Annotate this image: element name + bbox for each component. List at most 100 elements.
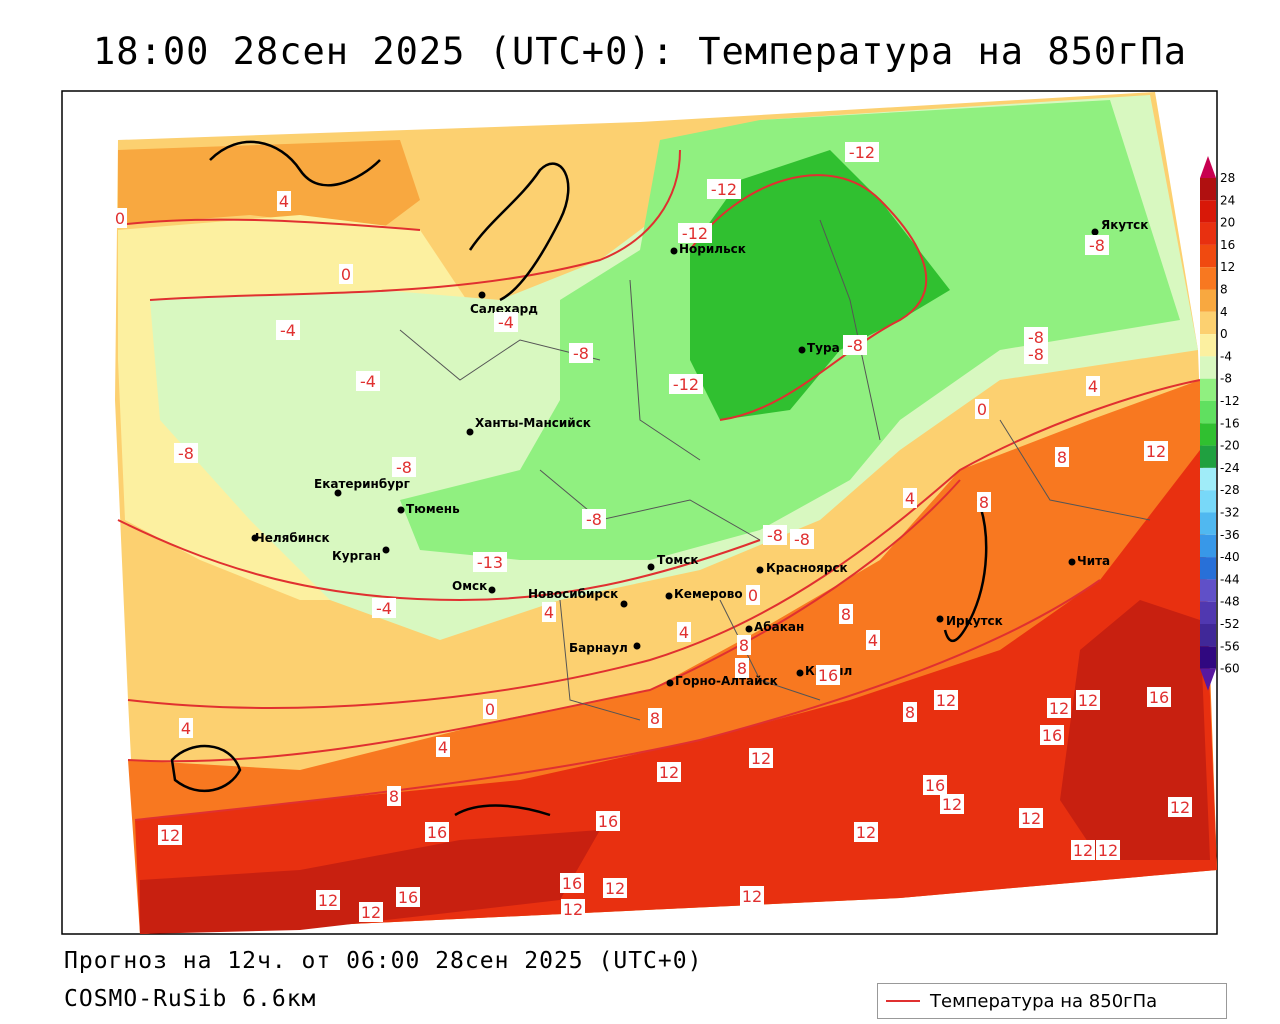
- isotherm-label-bg: [569, 343, 593, 363]
- isotherm-label-bg: [1019, 808, 1043, 828]
- isotherm-value: 4: [181, 719, 191, 738]
- legend-line-swatch: [886, 1000, 920, 1002]
- isotherm-label-bg: [158, 825, 182, 845]
- isotherm-label-bg: [740, 886, 764, 906]
- isotherm-label-bg: [1085, 235, 1109, 255]
- isotherm-value: -8: [847, 336, 863, 355]
- isotherm-value-label: 0: [483, 699, 497, 719]
- isotherm-label-bg: [1024, 344, 1048, 364]
- isotherm-value: 16: [427, 823, 447, 842]
- isotherm-label-bg: [977, 492, 991, 512]
- hottest-zone: [140, 830, 600, 934]
- isotherm-labels: 400-4 -4-4-12-12-12-8-8-8-8-12-8-8-8-8-8-…: [113, 142, 1192, 922]
- isotherm-value: 16: [818, 666, 838, 685]
- isotherm-value: 4: [679, 623, 689, 642]
- isotherm-value: 16: [1042, 726, 1062, 745]
- isotherm-value-label: -8: [790, 529, 814, 549]
- scale-tick-label: -48: [1220, 595, 1240, 609]
- isotherm-label-bg: [735, 658, 749, 678]
- isotherm-label-bg: [1086, 376, 1100, 396]
- scale-tick-label: 12: [1220, 260, 1235, 274]
- isotherm-value: -13: [477, 553, 503, 572]
- city-name: Тура: [807, 341, 840, 355]
- isotherm-value: 8: [905, 703, 915, 722]
- city-name: Салехард: [470, 302, 538, 316]
- scale-swatch: [1200, 289, 1216, 312]
- city-dot: [334, 489, 342, 497]
- isotherm-value: 16: [1149, 688, 1169, 707]
- isotherm-label-bg: [276, 320, 300, 340]
- city-marker: Челябинск: [251, 531, 330, 545]
- city-dot: [620, 600, 628, 608]
- isotherm-value-label: 16: [1147, 687, 1171, 707]
- isotherm-value-label: 12: [740, 886, 764, 906]
- city-name: Красноярск: [766, 561, 848, 575]
- isotherm-value-label: 12: [1076, 690, 1100, 710]
- city-dot: [936, 615, 944, 623]
- city-dot: [478, 291, 486, 299]
- isotherm-value-label: -8: [1024, 344, 1048, 364]
- isotherm-value: 12: [1049, 699, 1069, 718]
- scale-tick-label: 28: [1220, 171, 1235, 185]
- city-marker: Салехард: [470, 291, 538, 316]
- isotherm-value: 4: [868, 631, 878, 650]
- isotherm-value: 0: [748, 586, 758, 605]
- isotherm-label-bg: [1055, 447, 1069, 467]
- isotherm-value: 4: [279, 192, 289, 211]
- city-marker: Чита: [1068, 554, 1110, 568]
- isotherm-value: -8: [1089, 236, 1105, 255]
- isotherm-value: 4: [544, 603, 554, 622]
- city-marker: Горно-Алтайск: [666, 674, 778, 688]
- scale-swatch: [1200, 311, 1216, 335]
- city-marker: Иркутск: [936, 614, 1003, 628]
- isotherm-value: 4: [438, 738, 448, 757]
- isotherm-value: 12: [563, 900, 583, 919]
- cold-core-zone: [690, 150, 950, 420]
- isotherm-label-bg: [816, 665, 840, 685]
- isotherm-value-label: -8: [392, 457, 416, 477]
- isotherm-value: -4: [360, 372, 376, 391]
- scale-swatch: [1200, 334, 1216, 357]
- scale-tick-label: 16: [1220, 238, 1235, 252]
- map-title: 18:00 28сен 2025 (UTC+0): Температура на…: [93, 30, 1187, 73]
- scale-swatch: [1200, 178, 1216, 201]
- isotherm-label-bg: [316, 890, 340, 910]
- isotherm-value-label: 12: [359, 902, 383, 922]
- city-marker: Тюмень: [397, 502, 460, 516]
- isotherm-value: 12: [742, 887, 762, 906]
- isotherm-value-label: 16: [425, 822, 449, 842]
- scale-swatch: [1200, 222, 1216, 245]
- isotherm-label-bg: [339, 264, 353, 284]
- isotherm-value: 12: [1098, 841, 1118, 860]
- isotherm-value: 12: [942, 795, 962, 814]
- city-name: Норильск: [679, 242, 746, 256]
- isotherm-value-label: -12: [707, 179, 741, 199]
- scale-swatch: [1200, 579, 1216, 602]
- city-name: Кемерово: [674, 587, 743, 601]
- scale-tick-label: 4: [1220, 305, 1228, 319]
- isotherm-value: -8: [1028, 328, 1044, 347]
- city-marker: Новосибирск: [528, 587, 628, 608]
- scale-tick-label: -44: [1220, 572, 1240, 586]
- isotherm-value-label: 4: [179, 718, 193, 738]
- isotherm-label-bg: [542, 602, 556, 622]
- scale-tick-label: -16: [1220, 416, 1240, 430]
- isotherm-value-label: 8: [648, 708, 662, 728]
- isotherm-value-label: 4: [277, 191, 291, 211]
- city-marker: Ханты-Мансийск: [466, 416, 591, 436]
- isotherm-label-bg: [483, 699, 497, 719]
- isotherm-value-label: 12: [1168, 797, 1192, 817]
- scale-swatch: [1200, 512, 1216, 535]
- isotherm-value-label: 16: [396, 887, 420, 907]
- scale-tick-label: -40: [1220, 550, 1240, 564]
- isotherm-label-bg: [648, 708, 662, 728]
- scale-tick-label: 20: [1220, 216, 1235, 230]
- isotherm-value-label: -13: [473, 552, 507, 572]
- city-dot: [798, 346, 806, 354]
- scale-tick-label: 0: [1220, 327, 1228, 341]
- scale-tick-label: -32: [1220, 506, 1240, 520]
- isotherm-value-label: 12: [940, 794, 964, 814]
- isotherm-label-bg: [596, 811, 620, 831]
- scale-tick-label: -24: [1220, 461, 1240, 475]
